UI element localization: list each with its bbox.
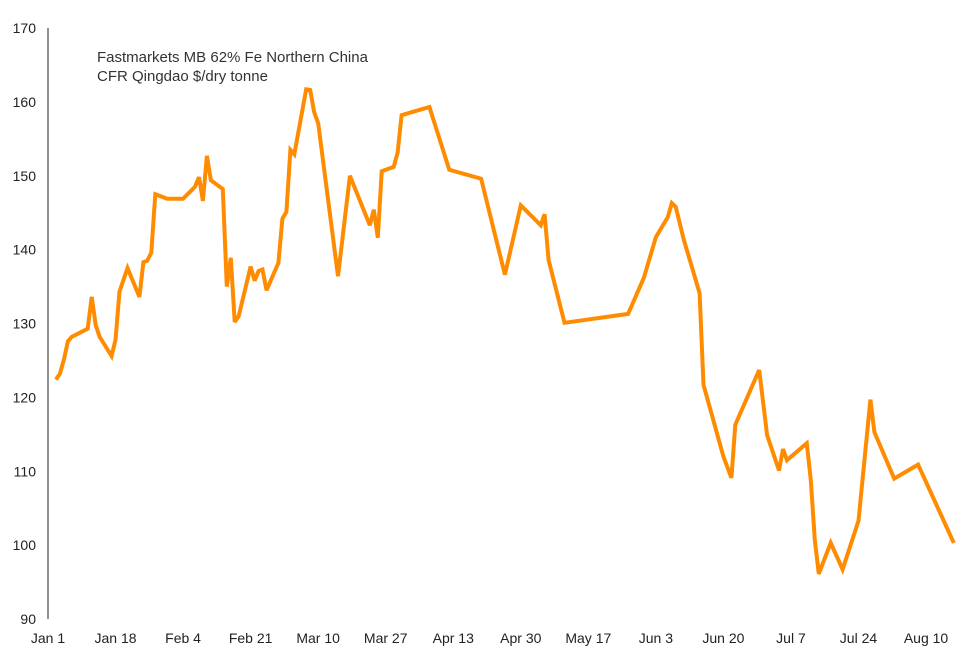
x-tick-label: May 17 bbox=[565, 630, 611, 646]
chart-title-line-1: Fastmarkets MB 62% Fe Northern China bbox=[97, 49, 369, 66]
y-tick-label: 140 bbox=[13, 242, 37, 258]
x-tick-labels: Jan 1 Jan 18 Feb 4 Feb 21 Mar 10 Mar 27 Apr 13… bbox=[31, 630, 949, 646]
x-tick-label: Jul 24 bbox=[840, 630, 878, 646]
series-group bbox=[54, 86, 956, 576]
chart-title-line-2: CFR Qingdao $/dry tonne bbox=[97, 68, 268, 85]
x-tick-label: Jan 1 bbox=[31, 630, 65, 646]
y-tick-label: 130 bbox=[13, 316, 37, 332]
x-tick-label: Feb 21 bbox=[229, 630, 273, 646]
x-tick-label: Jul 7 bbox=[776, 630, 806, 646]
y-tick-labels: 90 100 110 120 130 140 150 160 170 bbox=[13, 20, 37, 627]
x-tick-label: Jun 3 bbox=[639, 630, 673, 646]
x-tick-label: Mar 27 bbox=[364, 630, 408, 646]
x-tick-label: Jan 18 bbox=[95, 630, 137, 646]
x-tick-label: Jun 20 bbox=[702, 630, 744, 646]
x-tick-label: Apr 30 bbox=[500, 630, 541, 646]
y-tick-label: 110 bbox=[14, 463, 37, 479]
y-tick-label: 100 bbox=[13, 537, 37, 553]
y-tick-label: 150 bbox=[13, 168, 37, 184]
y-tick-label: 120 bbox=[13, 389, 37, 405]
y-tick-label: 90 bbox=[20, 611, 36, 627]
y-tick-label: 170 bbox=[13, 20, 37, 36]
y-tick-label: 160 bbox=[13, 94, 37, 110]
series-line bbox=[54, 86, 956, 576]
x-tick-label: Mar 10 bbox=[296, 630, 340, 646]
x-tick-label: Aug 10 bbox=[904, 630, 949, 646]
x-tick-label: Feb 4 bbox=[165, 630, 201, 646]
x-tick-label: Apr 13 bbox=[433, 630, 474, 646]
